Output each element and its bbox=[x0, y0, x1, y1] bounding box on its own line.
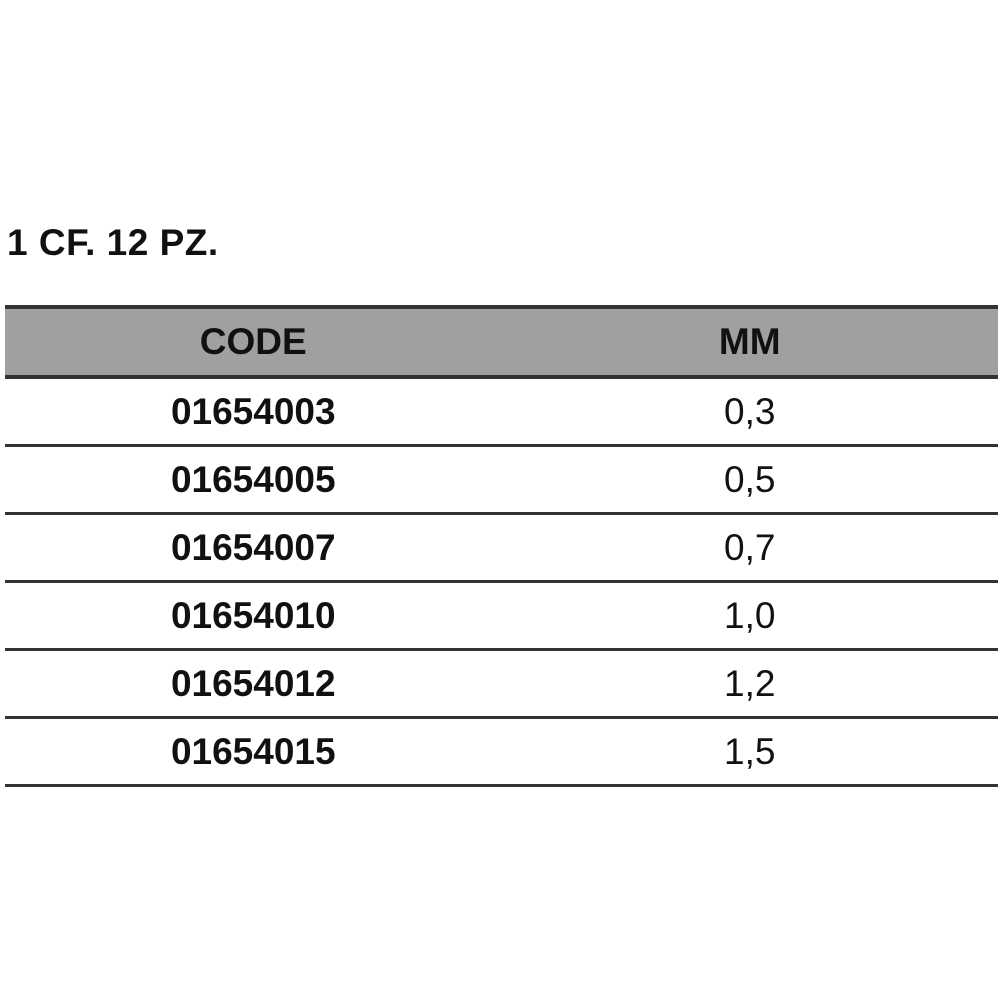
mm-cell: 1,0 bbox=[724, 594, 776, 636]
code-cell: 01654005 bbox=[170, 458, 336, 500]
header-mm: MM bbox=[718, 321, 781, 362]
table-row: 01654012 1,2 bbox=[5, 651, 998, 719]
code-cell: 01654003 bbox=[170, 390, 336, 432]
package-quantity-title: 1 CF. 12 PZ. bbox=[7, 222, 219, 263]
mm-cell: 0,7 bbox=[724, 526, 776, 568]
mm-cell: 0,5 bbox=[724, 458, 776, 500]
header-code: CODE bbox=[199, 321, 307, 362]
table-row: 01654003 0,3 bbox=[5, 379, 998, 447]
code-cell: 01654012 bbox=[170, 662, 336, 704]
mm-cell: 1,2 bbox=[724, 662, 776, 704]
code-cell: 01654015 bbox=[170, 730, 336, 772]
table-row: 01654010 1,0 bbox=[5, 583, 998, 651]
table-row: 01654007 0,7 bbox=[5, 515, 998, 583]
mm-cell: 0,3 bbox=[724, 390, 776, 432]
code-cell: 01654010 bbox=[170, 594, 336, 636]
code-cell: 01654007 bbox=[170, 526, 336, 568]
mm-cell: 1,5 bbox=[724, 730, 776, 772]
table-row: 01654005 0,5 bbox=[5, 447, 998, 515]
product-table: CODE MM 01654003 0,3 01654005 0,5 01654007 0,… bbox=[5, 305, 998, 787]
table-row: 01654015 1,5 bbox=[5, 719, 998, 787]
table-header: CODE MM bbox=[5, 305, 998, 379]
